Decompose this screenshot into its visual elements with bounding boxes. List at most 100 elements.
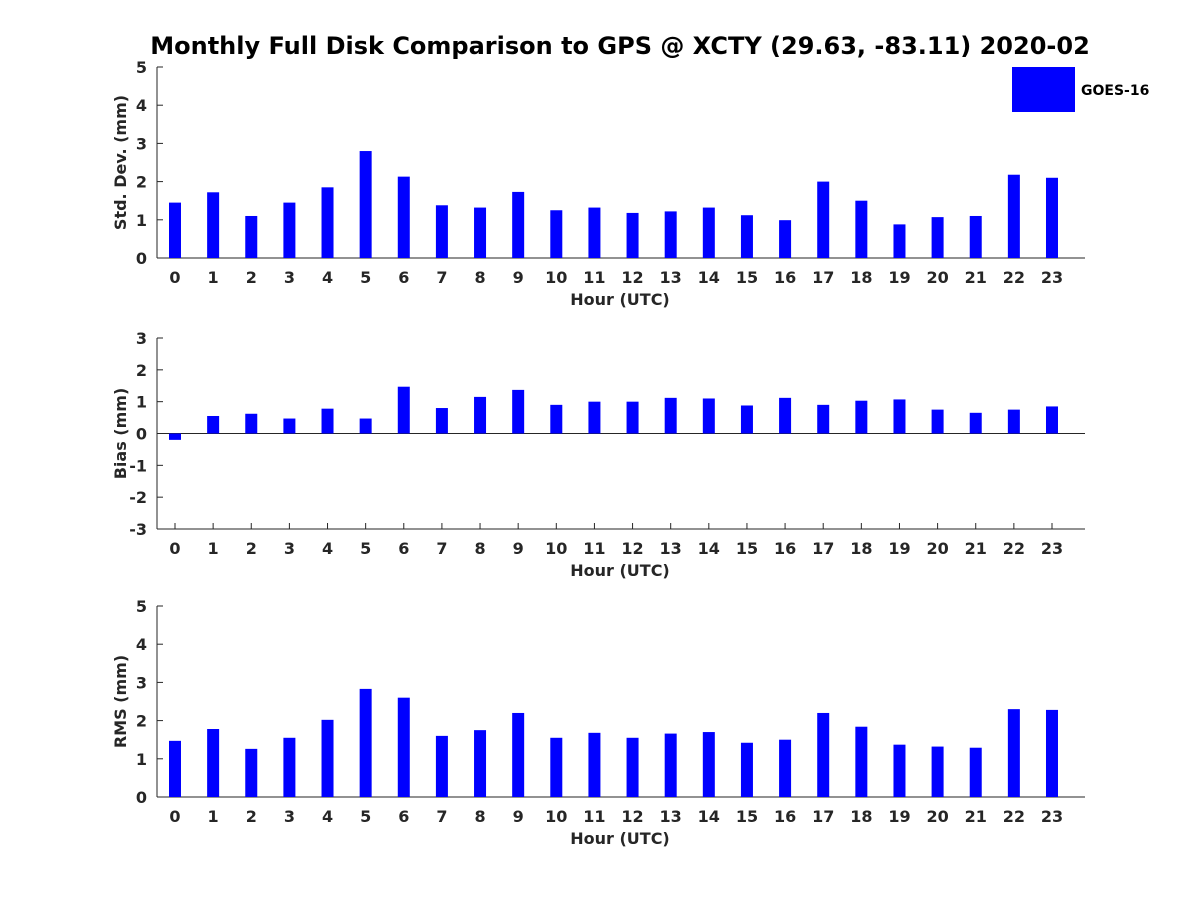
x-tick-label: 12	[621, 807, 643, 826]
bar-rms-hour-13	[664, 733, 677, 797]
bar-bias-hour-17	[817, 404, 830, 434]
x-tick-label: 20	[926, 268, 948, 287]
bar-bias-hour-13	[664, 397, 677, 434]
x-tick-label: 8	[474, 807, 485, 826]
bar-rms-hour-4	[321, 719, 334, 797]
x-tick-label: 21	[965, 539, 987, 558]
bar-stddev-hour-9	[512, 191, 525, 258]
bar-stddev-hour-19	[893, 224, 906, 258]
y-axis-label: Bias (mm)	[111, 388, 130, 480]
bar-rms-hour-7	[435, 735, 448, 797]
bar-bias-hour-1	[207, 415, 220, 434]
x-tick-label: 1	[208, 539, 219, 558]
bar-stddev-hour-22	[1007, 174, 1020, 258]
bar-bias-hour-7	[435, 408, 448, 434]
bar-bias-hour-20	[931, 409, 944, 434]
bar-rms-hour-11	[588, 732, 601, 797]
bar-bias-hour-15	[740, 405, 753, 434]
x-tick-label: 3	[284, 268, 295, 287]
x-tick-label: 3	[284, 539, 295, 558]
y-tick-label: 4	[136, 96, 147, 115]
y-tick-label: 2	[136, 712, 147, 731]
bar-stddev-hour-12	[626, 212, 639, 258]
y-tick-label: 2	[136, 173, 147, 192]
bar-bias-hour-16	[779, 397, 792, 434]
bar-bias-hour-0	[169, 433, 181, 440]
x-tick-label: 23	[1041, 807, 1063, 826]
x-tick-label: 8	[474, 539, 485, 558]
bar-rms-hour-18	[855, 726, 868, 797]
x-tick-label: 7	[436, 807, 447, 826]
x-tick-label: 17	[812, 268, 834, 287]
bar-stddev-hour-18	[855, 200, 868, 258]
y-tick-label: 5	[136, 58, 147, 77]
bar-stddev-hour-3	[283, 202, 296, 258]
bar-bias-hour-3	[283, 418, 296, 434]
x-axis-label: Hour (UTC)	[570, 290, 670, 309]
x-tick-label: 19	[888, 807, 910, 826]
y-axis-label: Std. Dev. (mm)	[111, 95, 130, 230]
x-tick-label: 11	[583, 539, 605, 558]
x-tick-label: 12	[621, 268, 643, 287]
y-tick-label: 3	[136, 329, 147, 348]
bar-stddev-hour-0	[169, 202, 181, 258]
x-tick-label: 13	[660, 539, 682, 558]
bar-rms-hour-3	[283, 737, 296, 797]
bar-rms-hour-0	[169, 740, 181, 797]
chart-title: Monthly Full Disk Comparison to GPS @ XC…	[150, 32, 1090, 60]
bar-stddev-hour-21	[969, 215, 982, 258]
x-tick-label: 0	[169, 807, 180, 826]
x-tick-label: 4	[322, 807, 333, 826]
x-tick-label: 5	[360, 539, 371, 558]
bar-stddev-hour-10	[550, 210, 563, 258]
x-tick-label: 15	[736, 807, 758, 826]
x-tick-label: 12	[621, 539, 643, 558]
bar-rms-hour-1	[207, 729, 220, 797]
bar-bias-hour-22	[1007, 409, 1020, 434]
y-tick-label: 5	[136, 597, 147, 616]
x-tick-label: 10	[545, 807, 567, 826]
x-tick-label: 16	[774, 807, 796, 826]
bar-stddev-hour-13	[664, 211, 677, 258]
x-tick-label: 19	[888, 268, 910, 287]
x-tick-label: 20	[926, 539, 948, 558]
x-tick-label: 17	[812, 539, 834, 558]
bar-stddev-hour-5	[359, 151, 372, 258]
bar-bias-hour-8	[474, 396, 487, 434]
bar-bias-hour-19	[893, 399, 906, 434]
x-tick-label: 0	[169, 268, 180, 287]
y-axis-label: RMS (mm)	[111, 655, 130, 748]
x-tick-label: 6	[398, 539, 409, 558]
bar-rms-hour-6	[397, 697, 410, 797]
y-tick-label: 3	[136, 134, 147, 153]
bar-stddev-hour-23	[1045, 177, 1058, 258]
x-tick-label: 14	[698, 807, 720, 826]
y-tick-label: 4	[136, 635, 147, 654]
bar-bias-hour-10	[550, 404, 563, 434]
x-tick-label: 2	[246, 268, 257, 287]
bar-stddev-hour-8	[474, 207, 487, 258]
x-tick-label: 13	[660, 268, 682, 287]
x-tick-label: 6	[398, 268, 409, 287]
y-tick-label: 3	[136, 673, 147, 692]
bar-bias-hour-23	[1045, 406, 1058, 434]
x-tick-label: 10	[545, 539, 567, 558]
bar-bias-hour-6	[397, 386, 410, 434]
x-tick-label: 4	[322, 539, 333, 558]
x-tick-label: 2	[246, 807, 257, 826]
x-tick-label: 2	[246, 539, 257, 558]
x-tick-label: 18	[850, 268, 872, 287]
y-tick-label: 0	[136, 425, 147, 444]
x-tick-label: 17	[812, 807, 834, 826]
bar-rms-hour-10	[550, 737, 563, 797]
x-tick-label: 7	[436, 539, 447, 558]
bar-rms-hour-22	[1007, 709, 1020, 797]
x-tick-label: 21	[965, 807, 987, 826]
bar-bias-hour-2	[245, 413, 258, 434]
bar-bias-hour-9	[512, 389, 525, 434]
bar-bias-hour-21	[969, 412, 982, 434]
bar-stddev-hour-6	[397, 176, 410, 258]
